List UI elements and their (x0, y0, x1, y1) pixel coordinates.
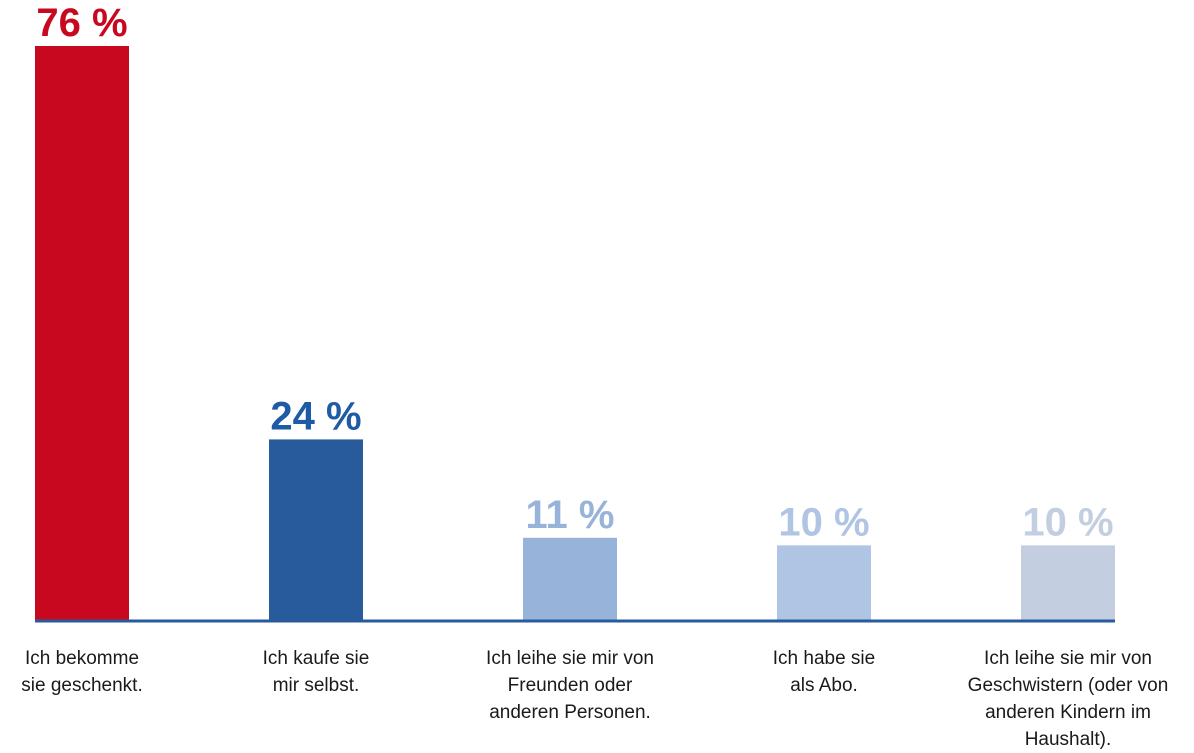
value-label-5: 10 % (1022, 500, 1113, 544)
value-labels-group: 76 % 24 % 11 % 10 % 10 % (36, 1, 1113, 544)
category-label-2: Ich kaufe sie mir selbst. (263, 648, 370, 696)
bar-5 (1021, 545, 1115, 621)
value-label-3: 11 % (526, 493, 615, 537)
bar-4 (777, 545, 871, 621)
bar-1 (35, 46, 129, 621)
value-label-1: 76 % (36, 1, 127, 45)
category-label-4: Ich habe sie als Abo. (773, 648, 875, 696)
category-labels-group: Ich bekomme sie geschenkt. Ich kaufe sie mi… (21, 648, 1168, 750)
value-label-4: 10 % (778, 500, 869, 544)
bar-3 (523, 537, 617, 621)
category-label-1: Ich bekomme sie geschenkt. (21, 648, 142, 696)
category-label-5: Ich leihe sie mir von Geschwistern (oder … (968, 648, 1169, 750)
bar-2 (269, 439, 363, 621)
category-label-3: Ich leihe sie mir von Freunden oder andere… (486, 648, 654, 723)
bars-group (35, 46, 1115, 621)
value-label-2: 24 % (270, 394, 361, 438)
